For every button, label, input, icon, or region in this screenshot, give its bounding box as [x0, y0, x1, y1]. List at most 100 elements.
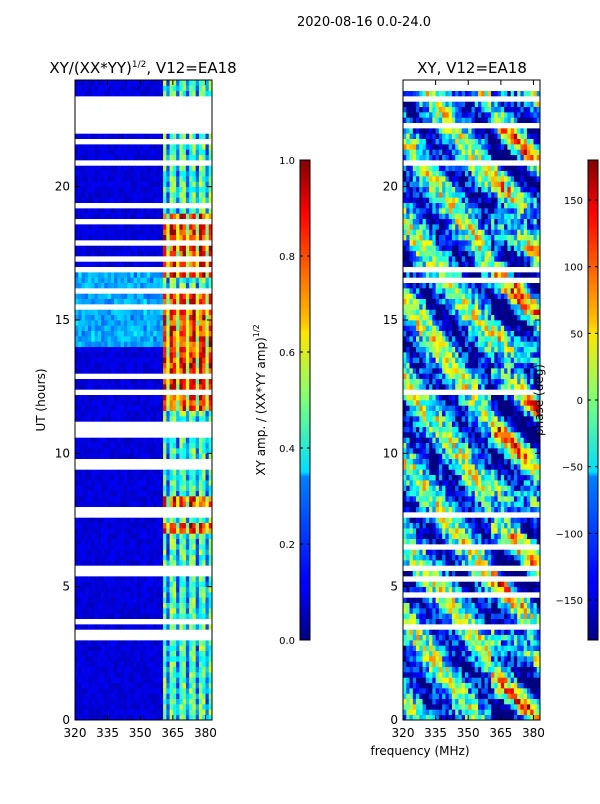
heatmap-cell [123, 277, 128, 284]
heatmap-cell [94, 218, 99, 225]
heatmap-cell [176, 501, 180, 508]
heatmap-cell [136, 106, 141, 113]
heatmap-cell [101, 288, 105, 294]
heatmap-cell [150, 666, 154, 673]
heatmap-cell [120, 330, 125, 337]
heatmap-cell [163, 528, 167, 534]
heatmap-cell [120, 618, 125, 625]
heatmap-cell [195, 336, 200, 342]
heatmap-cell [208, 309, 213, 316]
heatmap-cell [159, 389, 164, 396]
heatmap-cell [182, 405, 187, 412]
heatmap-cell [136, 314, 141, 321]
heatmap-cell [88, 218, 92, 225]
heatmap-cell [153, 592, 157, 598]
heatmap-cell [133, 490, 138, 497]
heatmap-cell [127, 485, 131, 492]
heatmap-cell [202, 176, 206, 182]
heatmap-cell [140, 693, 144, 700]
heatmap-cell [172, 293, 177, 300]
heatmap-cell [153, 677, 157, 684]
heatmap-cell [97, 538, 102, 545]
heatmap-cell [208, 421, 213, 428]
heatmap-cell [179, 618, 183, 625]
heatmap-cell [107, 480, 112, 486]
heatmap-cell [156, 277, 161, 284]
heatmap-cell [179, 138, 183, 145]
heatmap-cell [123, 288, 128, 294]
heatmap-cell [136, 181, 141, 188]
heatmap-cell [107, 112, 112, 118]
heatmap-cell [104, 698, 108, 705]
heatmap-cell [123, 608, 128, 614]
heatmap-cell [189, 202, 193, 209]
heatmap-cell [163, 133, 167, 140]
heatmap-cell [198, 106, 203, 113]
heatmap-cell [130, 224, 135, 230]
heatmap-cell [94, 229, 99, 236]
heatmap-cell [208, 538, 213, 545]
heatmap-cell [110, 245, 115, 252]
heatmap-cell [156, 426, 161, 433]
heatmap-cell [78, 672, 82, 678]
heatmap-cell [78, 394, 82, 401]
heatmap-cell [172, 101, 177, 108]
heatmap-cell [153, 533, 157, 540]
heatmap-cell [153, 608, 157, 614]
heatmap-cell [97, 394, 102, 401]
heatmap-cell [78, 309, 82, 316]
heatmap-cell [202, 346, 206, 353]
heatmap-cell [107, 677, 112, 684]
heatmap-cell [78, 400, 82, 406]
heatmap-cell [146, 245, 151, 252]
heatmap-cell [104, 656, 108, 662]
heatmap-cell [172, 624, 177, 630]
heatmap-cell [182, 320, 187, 326]
heatmap-cell [208, 133, 213, 140]
heatmap-cell [110, 698, 115, 705]
heatmap-cell [179, 133, 183, 140]
heatmap-cell [179, 506, 183, 513]
heatmap-cell [202, 645, 206, 652]
heatmap-cell [163, 474, 167, 481]
heatmap-cell [84, 85, 89, 92]
heatmap-cell [101, 325, 105, 332]
heatmap-cell [94, 101, 99, 108]
heatmap-cell [198, 704, 203, 710]
heatmap-cell [153, 421, 157, 428]
heatmap-cell [192, 192, 197, 198]
heatmap-cell [189, 714, 193, 721]
heatmap-cell [123, 650, 128, 657]
heatmap-cell [97, 634, 102, 641]
heatmap-cell [198, 224, 203, 230]
heatmap-cell [110, 112, 115, 118]
heatmap-cell [117, 197, 122, 204]
heatmap-cell [166, 714, 170, 721]
heatmap-cell [150, 650, 154, 657]
heatmap-cell [81, 320, 86, 326]
heatmap-cell [156, 122, 161, 129]
heatmap-cell [156, 458, 161, 465]
heatmap-cell [107, 325, 112, 332]
heatmap-cell [127, 560, 131, 566]
heatmap-cell [120, 213, 125, 220]
heatmap-cell [133, 464, 138, 470]
heatmap-cell [182, 202, 187, 209]
heatmap-cell [169, 704, 174, 710]
heatmap-cell [97, 485, 102, 492]
heatmap-cell [146, 229, 151, 236]
heatmap-cell [127, 421, 131, 428]
heatmap-cell [169, 202, 174, 209]
heatmap-cell [84, 560, 89, 566]
heatmap-cell [185, 309, 190, 316]
heatmap-cell [189, 656, 193, 662]
heatmap-cell [185, 512, 190, 518]
heatmap-cell [130, 640, 135, 646]
heatmap-cell [189, 666, 193, 673]
heatmap-cell [133, 341, 138, 348]
heatmap-cell [143, 250, 148, 257]
heatmap-cell [114, 421, 118, 428]
heatmap-cell [143, 410, 148, 417]
heatmap-cell [172, 506, 177, 513]
heatmap-cell [163, 554, 167, 561]
